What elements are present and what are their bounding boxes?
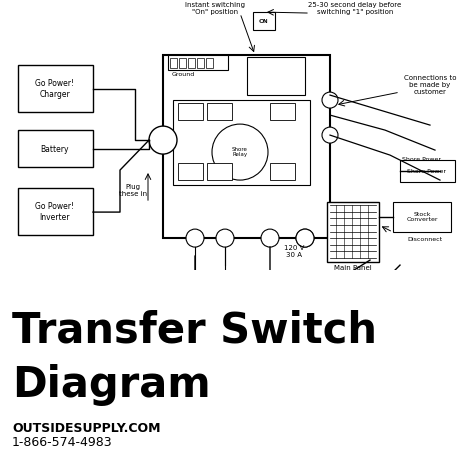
Text: Stock
Converter: Stock Converter bbox=[406, 212, 438, 222]
Bar bbox=[178, 103, 203, 120]
Circle shape bbox=[216, 229, 234, 247]
Bar bbox=[188, 58, 195, 68]
Text: 25-30 second delay before
switching "1" position: 25-30 second delay before switching "1" … bbox=[309, 2, 401, 15]
Circle shape bbox=[149, 126, 177, 154]
Bar bbox=[18, 65, 93, 112]
Bar bbox=[168, 55, 228, 70]
Bar bbox=[327, 202, 379, 262]
Text: Shore
Relay: Shore Relay bbox=[232, 146, 248, 157]
Circle shape bbox=[322, 127, 338, 143]
Text: ON: ON bbox=[259, 18, 269, 24]
Circle shape bbox=[212, 124, 268, 180]
Text: Battery: Battery bbox=[41, 145, 69, 154]
Bar bbox=[206, 58, 213, 68]
Text: Shore Power: Shore Power bbox=[402, 157, 441, 162]
Bar bbox=[207, 163, 232, 180]
Circle shape bbox=[322, 92, 338, 108]
Bar bbox=[18, 188, 93, 235]
Text: OUTSIDESUPPLY.COM: OUTSIDESUPPLY.COM bbox=[12, 422, 161, 435]
Bar bbox=[178, 163, 203, 180]
Text: Go Power!
Charger: Go Power! Charger bbox=[36, 79, 74, 99]
Text: Go Power!
Inverter: Go Power! Inverter bbox=[36, 202, 74, 222]
Bar bbox=[253, 12, 275, 30]
Circle shape bbox=[261, 229, 279, 247]
Bar bbox=[179, 58, 186, 68]
Text: Transfer Switch: Transfer Switch bbox=[12, 309, 377, 351]
Circle shape bbox=[186, 229, 204, 247]
Text: ON: ON bbox=[260, 18, 268, 24]
Bar bbox=[393, 202, 451, 232]
Circle shape bbox=[296, 229, 314, 247]
Text: Diagram: Diagram bbox=[12, 364, 210, 406]
Text: Ground: Ground bbox=[172, 72, 195, 77]
Bar bbox=[163, 55, 330, 238]
Bar bbox=[247, 57, 305, 95]
Text: Plug
these in: Plug these in bbox=[119, 183, 147, 197]
Bar bbox=[173, 100, 310, 185]
Bar bbox=[400, 160, 455, 182]
Circle shape bbox=[296, 229, 314, 247]
Text: 120 V
30 A: 120 V 30 A bbox=[284, 245, 304, 258]
Text: Disconnect: Disconnect bbox=[407, 237, 442, 242]
Text: Shore Power: Shore Power bbox=[408, 169, 447, 173]
Bar bbox=[170, 58, 177, 68]
Text: Main Panel: Main Panel bbox=[334, 265, 372, 271]
Bar bbox=[197, 58, 204, 68]
Text: 1-866-574-4983: 1-866-574-4983 bbox=[12, 436, 113, 449]
Bar bbox=[270, 163, 295, 180]
Text: Instant switching
"On" position: Instant switching "On" position bbox=[185, 2, 245, 15]
Bar bbox=[270, 103, 295, 120]
Text: Connections to
be made by
customer: Connections to be made by customer bbox=[404, 75, 456, 95]
Bar bbox=[18, 130, 93, 167]
Bar bbox=[207, 103, 232, 120]
